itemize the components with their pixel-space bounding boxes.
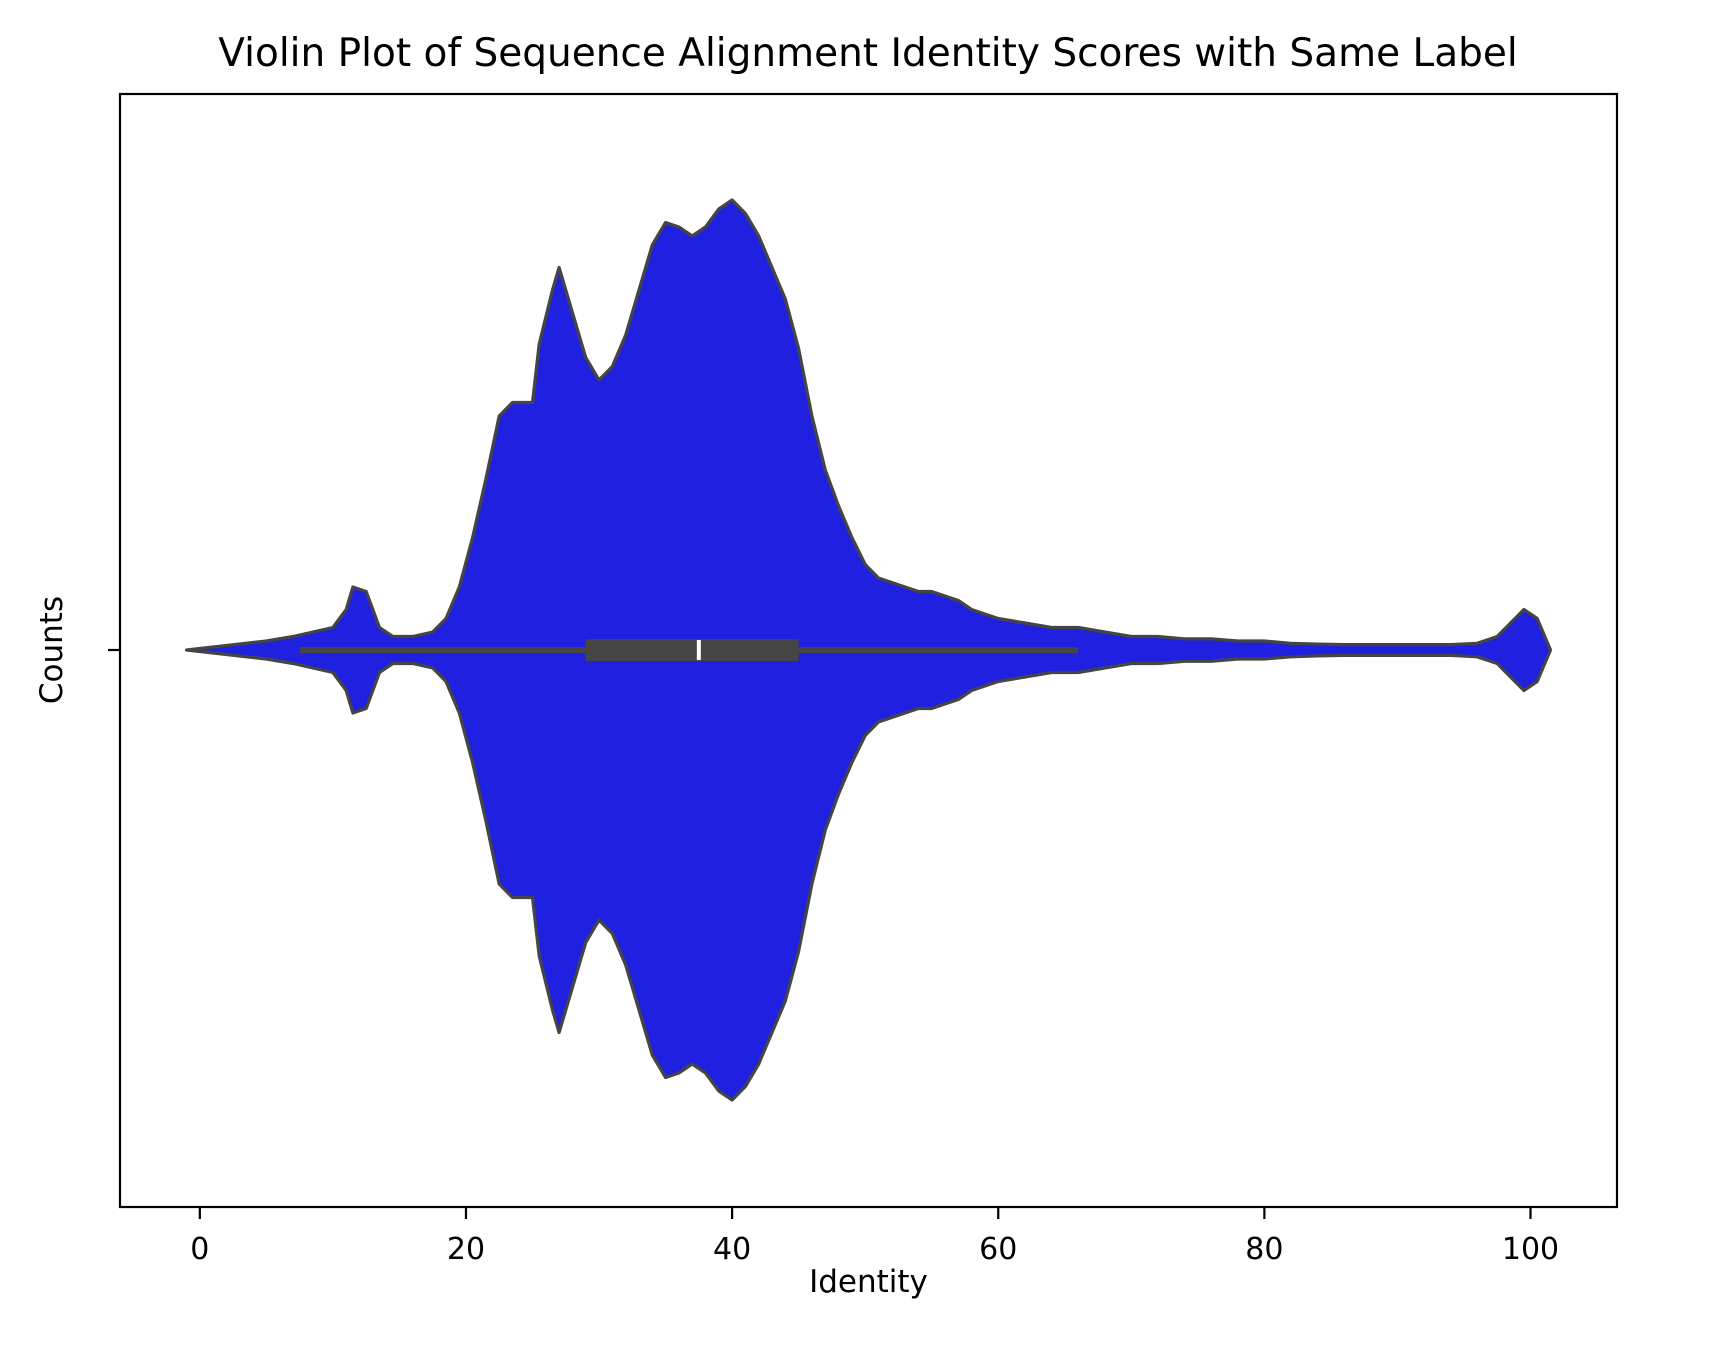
x-tick-label: 100 [1502,1232,1559,1267]
x-tick-label: 20 [447,1232,485,1267]
iqr-box [585,639,799,661]
x-axis: 0 20 40 60 80 100 [190,1207,1559,1267]
plot-area [184,198,1553,1102]
x-tick-label: 80 [1245,1232,1283,1267]
x-tick-label: 40 [713,1232,751,1267]
y-axis-label: Counts [34,596,70,704]
chart-title: Violin Plot of Sequence Alignment Identi… [218,31,1517,76]
x-axis-label: Identity [809,1264,928,1300]
x-tick-label: 0 [190,1232,209,1267]
x-tick-label: 60 [979,1232,1017,1267]
